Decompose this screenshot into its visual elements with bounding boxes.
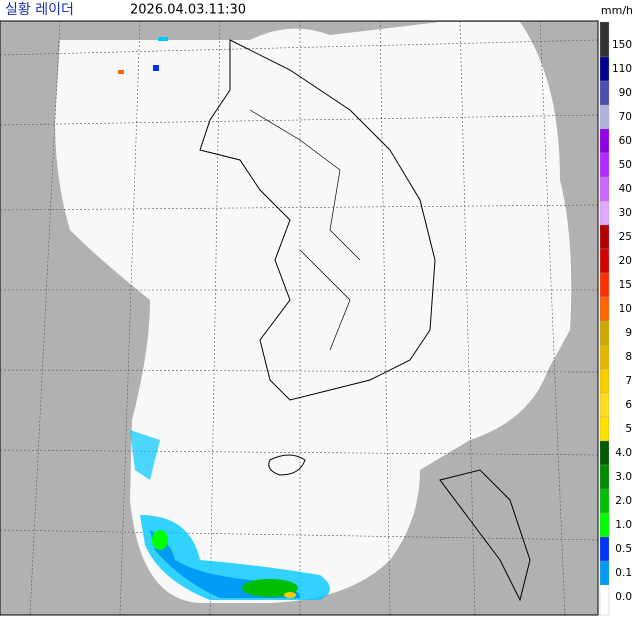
map-area <box>0 20 599 616</box>
legend-swatch <box>599 536 610 562</box>
legend-label: 15 <box>619 279 632 291</box>
legend-label: 5 <box>625 423 632 435</box>
legend-label: 2.0 <box>615 495 632 507</box>
legend-label: 4.0 <box>615 447 632 459</box>
legend-label: 20 <box>619 255 632 267</box>
timestamp: 2026.04.03.11:30 <box>130 3 246 18</box>
legend-swatch <box>599 368 610 394</box>
legend-label: 1.0 <box>615 519 632 531</box>
legend-swatch <box>599 440 610 466</box>
legend: 150 110 90 70 60 50 40 30 25 20 15 10 9 8 7 6 5 4.0 3.0 2.0… <box>599 21 632 616</box>
legend-swatch <box>599 512 610 538</box>
unit-label: mm/h <box>601 4 633 17</box>
legend-label: 0.1 <box>615 567 632 579</box>
legend-swatch <box>599 344 610 370</box>
legend-swatch <box>599 272 610 298</box>
legend-swatch <box>599 392 610 418</box>
map-frame <box>0 20 599 616</box>
boundaries <box>249 109 361 351</box>
legend-label: 110 <box>612 63 632 75</box>
legend-label: 6 <box>625 399 632 411</box>
island <box>268 454 306 476</box>
japan-coast <box>439 469 531 602</box>
legend-swatch <box>599 176 610 202</box>
legend-swatch <box>599 21 610 58</box>
legend-label: 9 <box>625 327 632 339</box>
legend-swatch <box>599 416 610 442</box>
rain-echo <box>118 37 330 600</box>
legend-swatch <box>599 320 610 346</box>
legend-label: 10 <box>619 303 632 315</box>
legend-swatch <box>599 56 610 82</box>
title: 실황 레이더 <box>5 2 74 18</box>
legend-label: 50 <box>619 159 632 171</box>
grid <box>0 20 599 616</box>
legend-label: 0.0 <box>615 591 632 603</box>
legend-label: 7 <box>625 375 632 387</box>
legend-swatch <box>599 200 610 226</box>
coastline <box>199 39 436 401</box>
legend-label: 0.5 <box>615 543 632 555</box>
legend-label: 3.0 <box>615 471 632 483</box>
legend-label: 150 <box>612 39 632 51</box>
legend-label: 70 <box>619 111 632 123</box>
legend-swatch <box>599 488 610 514</box>
radar-coverage <box>55 22 572 603</box>
legend-label: 30 <box>619 207 632 219</box>
legend-swatch <box>599 152 610 178</box>
legend-label: 90 <box>619 87 632 99</box>
legend-swatch <box>599 248 610 274</box>
legend-label: 40 <box>619 183 632 195</box>
legend-swatch <box>599 224 610 250</box>
legend-swatch <box>599 80 610 106</box>
legend-label: 60 <box>619 135 632 147</box>
legend-label: 8 <box>625 351 632 363</box>
legend-swatch <box>599 584 610 616</box>
legend-swatch <box>599 128 610 154</box>
legend-swatch <box>599 464 610 490</box>
legend-swatch <box>599 104 610 130</box>
legend-label: 25 <box>619 231 632 243</box>
legend-swatch <box>599 296 610 322</box>
legend-swatch <box>599 560 610 586</box>
